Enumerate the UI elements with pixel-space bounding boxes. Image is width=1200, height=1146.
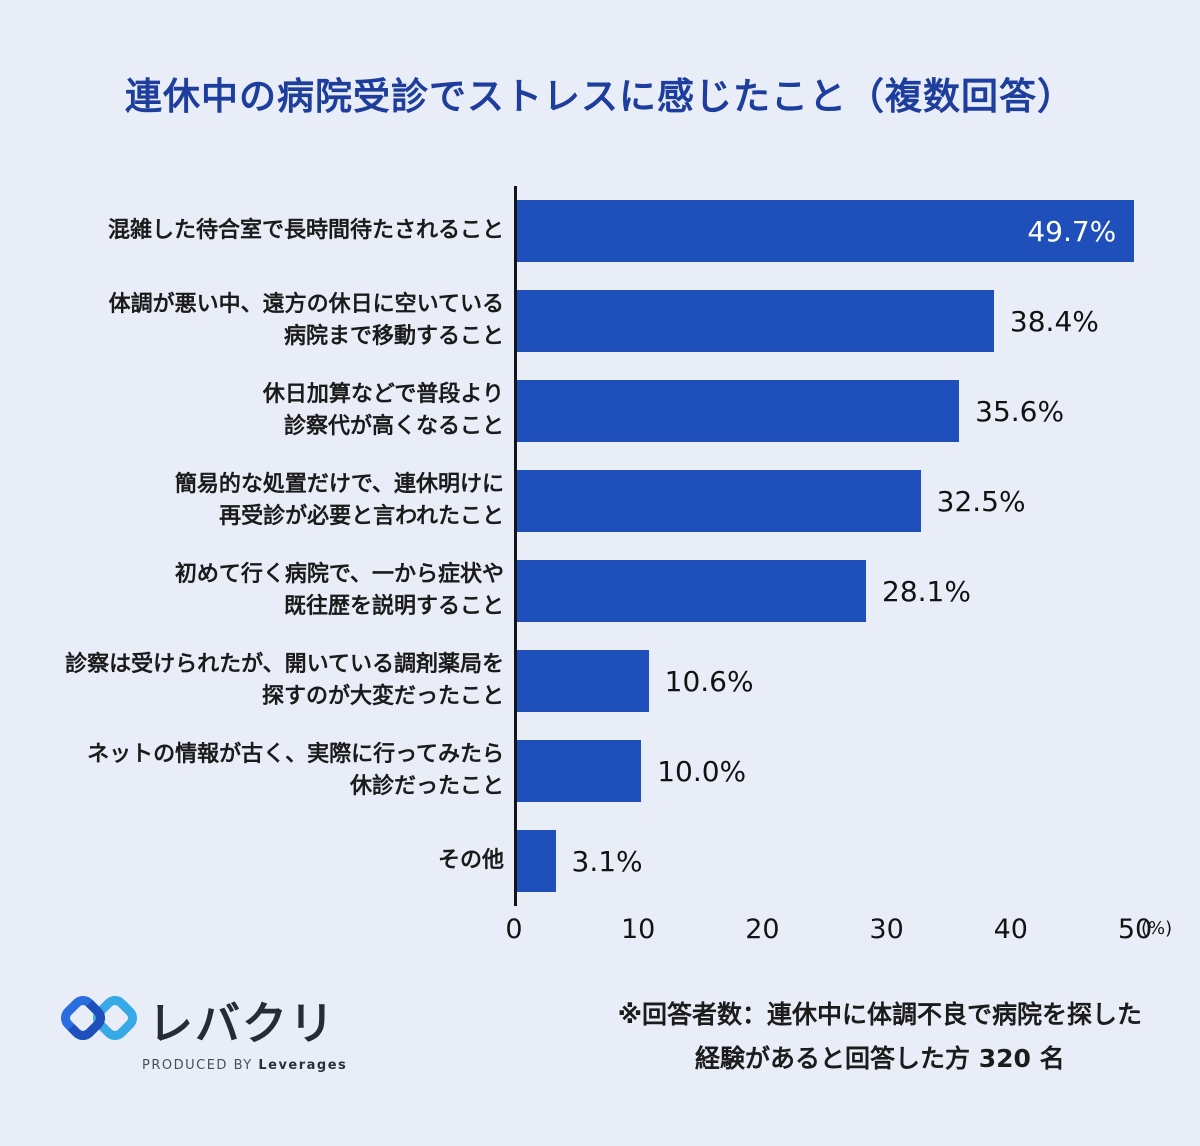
category-label: 診察は受けられたが、開いている調剤薬局を 探すのが大変だったこと: [65, 652, 504, 709]
category-label: 初めて行く病院で、一から症状や 既往歴を説明すること: [174, 562, 504, 619]
x-axis: 0 10 20 30 40 50 (%): [505, 906, 1172, 958]
logo-row: レバクリ: [60, 987, 347, 1052]
plot-area: 49.7% 38.4% 35.6% 32.5% 28.1% 10.6% 10.0% 3.1%: [514, 186, 1138, 906]
bar-chart: 混雑した待合室で長時間待たされること体調が悪い中、遠方の休日に空いている 病院ま…: [0, 186, 1200, 906]
logo-tagline: PRODUCED BY Leverages: [142, 1058, 347, 1073]
bar-row: 10.0%: [517, 726, 1138, 816]
value-label: 3.1%: [571, 844, 643, 878]
category-label: 混雑した待合室で長時間待たされること: [107, 218, 504, 244]
bar-row: 3.1%: [517, 816, 1138, 906]
logo-tagline-prefix: PRODUCED BY: [142, 1058, 253, 1073]
bar: 49.7%: [517, 200, 1135, 262]
value-label: 35.6%: [975, 394, 1065, 428]
category-label: 体調が悪い中、遠方の休日に空いている 病院まで移動すること: [108, 292, 504, 349]
chart-title: 連休中の病院受診でストレスに感じたこと（複数回答）: [125, 75, 1075, 118]
bar-row: 28.1%: [517, 546, 1138, 636]
bar: [517, 290, 994, 352]
respondents-note: ※回答者数：連休中に体調不良で病院を探した 経験があると回答した方 320 名: [617, 1000, 1142, 1073]
value-label: 38.4%: [1009, 304, 1099, 338]
bar: [517, 830, 556, 892]
category-label: 簡易的な処置だけで、連休明けに 再受診が必要と言われたこと: [174, 472, 504, 529]
bar-row: 38.4%: [517, 276, 1138, 366]
levacli-logo-icon: [60, 989, 138, 1051]
bar-row: 32.5%: [517, 456, 1138, 546]
x-tick-label: 10: [621, 914, 656, 945]
x-tick-label: 30: [869, 914, 904, 945]
bar-row: 35.6%: [517, 366, 1138, 456]
value-label: 49.7%: [1027, 214, 1117, 248]
bar: [517, 740, 642, 802]
bar-row: 49.7%: [517, 186, 1138, 276]
x-tick-label: 20: [745, 914, 780, 945]
bar: [517, 470, 921, 532]
bar: [517, 650, 649, 712]
value-label: 32.5%: [936, 484, 1026, 518]
value-label: 28.1%: [882, 574, 971, 608]
bar-row: 10.6%: [517, 636, 1138, 726]
x-axis-unit: (%): [1141, 918, 1173, 939]
category-label: その他: [437, 848, 504, 874]
category-label: ネットの情報が古く、実際に行ってみたら 休診だったこと: [87, 742, 504, 799]
logo-wordmark: レバクリ: [148, 997, 337, 1050]
x-tick-label: 0: [505, 914, 523, 945]
bar: [517, 380, 960, 442]
x-tick-label: 50: [1117, 914, 1153, 945]
bar: [517, 560, 866, 622]
logo-tagline-brand: Leverages: [258, 1058, 348, 1073]
brand-logo: レバクリ PRODUCED BY Leverages: [60, 987, 347, 1073]
value-label: 10.0%: [657, 754, 747, 788]
category-labels-column: 混雑した待合室で長時間待たされること体調が悪い中、遠方の休日に空いている 病院ま…: [0, 186, 514, 906]
value-label: 10.6%: [664, 664, 754, 698]
category-label: 休日加算などで普段より 診察代が高くなること: [262, 382, 504, 439]
x-tick-label: 40: [993, 914, 1028, 945]
